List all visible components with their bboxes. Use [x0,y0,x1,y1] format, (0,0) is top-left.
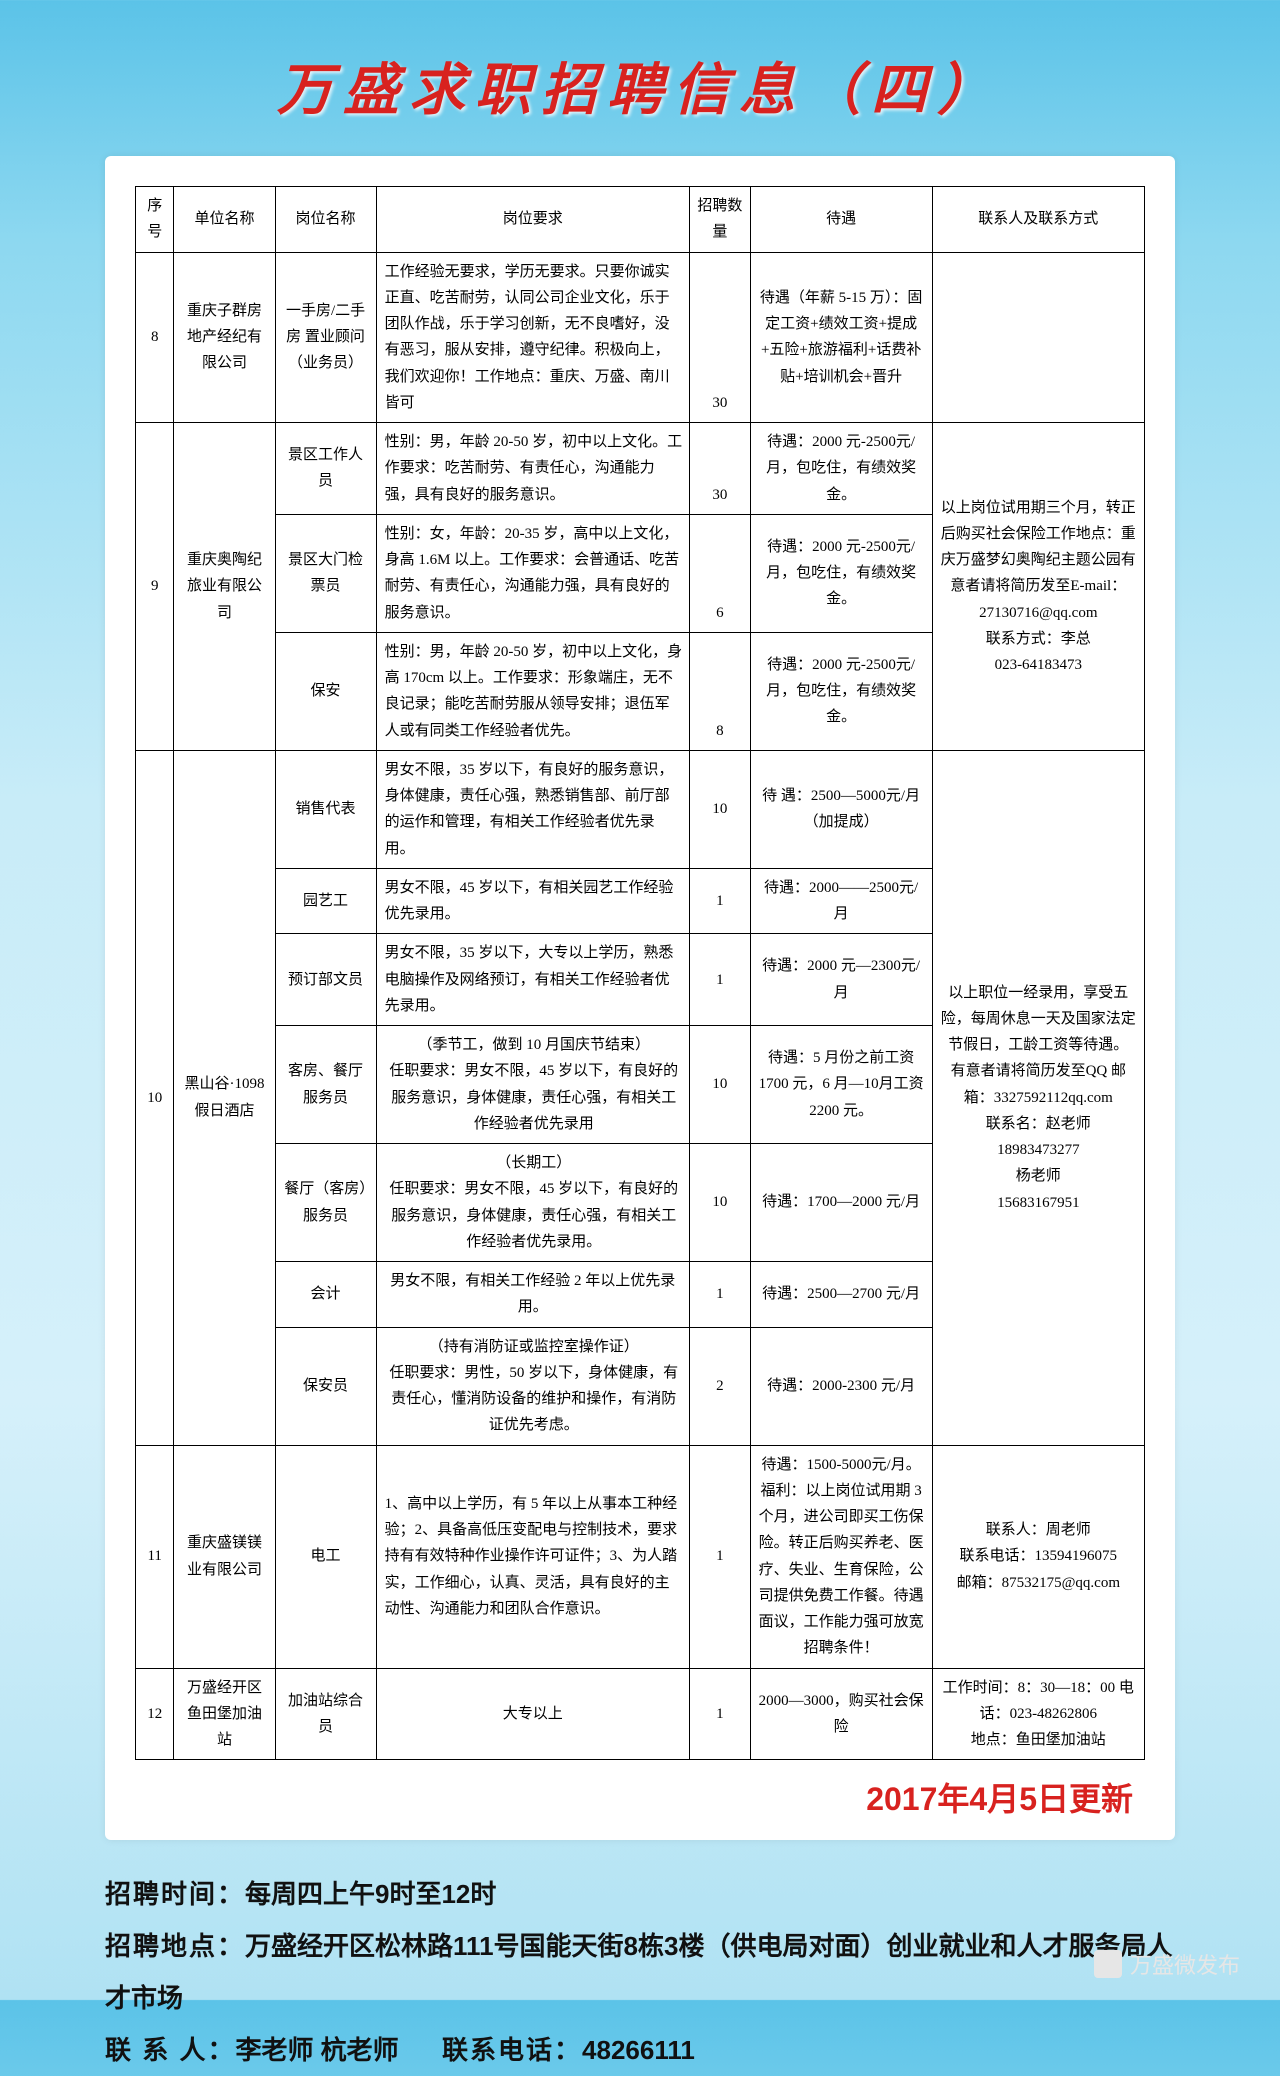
th-requirement: 岗位要求 [376,187,689,253]
table-row: 8 重庆子群房地产经纪有限公司 一手房/二手房 置业顾问（业务员） 工作经验无要… [136,252,1145,423]
cell-seq: 8 [136,252,174,423]
cell-position: 餐厅（客房）服务员 [275,1144,376,1262]
cell-pay: 待遇：2500—2700 元/月 [750,1262,932,1328]
cell-pay: 待遇：2000 元-2500元/月，包吃住，有绩效奖金。 [750,632,932,750]
cell-pay: 待遇：1700—2000 元/月 [750,1144,932,1262]
cell-pay: 待遇：2000 元—2300元/月 [750,934,932,1026]
cell-number: 1 [690,1445,751,1668]
cell-seq: 10 [136,750,174,1445]
cell-number: 8 [690,632,751,750]
cell-contact [932,252,1144,423]
cell-number: 1 [690,1668,751,1760]
cell-position: 景区大门检票员 [275,514,376,632]
footer-address-label: 招聘地点： [105,1931,245,1961]
table-row: 10 黑山谷·1098 假日酒店 销售代表 男女不限，35 岁以下，有良好的服务… [136,750,1145,868]
table-row: 9 重庆奥陶纪旅业有限公司 景区工作人员 性别：男，年龄 20-50 岁，初中以… [136,423,1145,515]
cell-number: 1 [690,934,751,1026]
cell-requirement: 工作经验无要求，学历无要求。只要你诚实正直、吃苦耐劳，认同公司企业文化，乐于团队… [376,252,689,423]
cell-position: 电工 [275,1445,376,1668]
watermark-text: 万盛微发布 [1130,1948,1240,1980]
cell-pay: 待遇：5 月份之前工资 1700 元，6 月—10月工资 2200 元。 [750,1026,932,1144]
content-panel: 序号 单位名称 岗位名称 岗位要求 招聘数量 待遇 联系人及联系方式 8 重庆子… [105,156,1175,1840]
cell-number: 10 [690,750,751,868]
cell-position: 一手房/二手房 置业顾问（业务员） [275,252,376,423]
cell-number: 30 [690,423,751,515]
cell-requirement: 性别：女，年龄：20-35 岁，高中以上文化，身高 1.6M 以上。工作要求：会… [376,514,689,632]
cell-requirement: （持有消防证或监控室操作证） 任职要求：男性，50 岁以下，身体健康，有责任心，… [376,1327,689,1445]
th-company: 单位名称 [174,187,275,253]
wechat-icon [1094,1950,1122,1978]
cell-contact: 以上职位一经录用，享受五险，每周休息一天及国家法定节假日，工龄工资等待遇。 有意… [932,750,1144,1445]
cell-pay: 待遇：2000——2500元/月 [750,868,932,934]
cell-company: 重庆奥陶纪旅业有限公司 [174,423,275,751]
cell-number: 1 [690,1262,751,1328]
cell-requirement: 男女不限，35 岁以下，大专以上学历，熟悉电脑操作及网络预订，有相关工作经验者优… [376,934,689,1026]
cell-requirement: 1、高中以上学历，有 5 年以上从事本工种经验；2、具备高低压变配电与控制技术，… [376,1445,689,1668]
cell-position: 客房、餐厅服务员 [275,1026,376,1144]
cell-pay: 待遇：2000-2300 元/月 [750,1327,932,1445]
cell-requirement: 男女不限，有相关工作经验 2 年以上优先录用。 [376,1262,689,1328]
footer-line-contact: 联 系 人：李老师 杭老师 联系电话：48266111 [105,2024,1175,2076]
cell-company: 重庆子群房地产经纪有限公司 [174,252,275,423]
th-contact: 联系人及联系方式 [932,187,1144,253]
cell-requirement: 性别：男，年龄 20-50 岁，初中以上文化，身高 170cm 以上。工作要求：… [376,632,689,750]
cell-pay: 待遇：1500-5000元/月。福利：以上岗位试用期 3 个月，进公司即买工伤保… [750,1445,932,1668]
job-table: 序号 单位名称 岗位名称 岗位要求 招聘数量 待遇 联系人及联系方式 8 重庆子… [135,186,1145,1760]
cell-requirement: 大专以上 [376,1668,689,1760]
th-position: 岗位名称 [275,187,376,253]
footer-line-time: 招聘时间：每周四上午9时至12时 [105,1868,1175,1920]
cell-requirement: 性别：男，年龄 20-50 岁，初中以上文化。工作要求：吃苦耐劳、有责任心，沟通… [376,423,689,515]
table-row: 12 万盛经开区鱼田堡加油站 加油站综合员 大专以上 1 2000—3000，购… [136,1668,1145,1760]
cell-contact: 联系人：周老师 联系电话：13594196075 邮箱：87532175@qq.… [932,1445,1144,1668]
cell-number: 1 [690,868,751,934]
table-row: 11 重庆盛镁镁业有限公司 电工 1、高中以上学历，有 5 年以上从事本工种经验… [136,1445,1145,1668]
cell-position: 会计 [275,1262,376,1328]
cell-position: 园艺工 [275,868,376,934]
cell-seq: 9 [136,423,174,751]
cell-pay: 待遇：2000 元-2500元/月，包吃住，有绩效奖金。 [750,514,932,632]
footer-tel-value: 48266111 [582,2035,695,2065]
cell-contact: 以上岗位试用期三个月，转正后购买社会保险工作地点：重庆万盛梦幻奥陶纪主题公园有意… [932,423,1144,751]
cell-number: 30 [690,252,751,423]
cell-seq: 11 [136,1445,174,1668]
cell-requirement: 男女不限，35 岁以下，有良好的服务意识，身体健康，责任心强，熟悉销售部、前厅部… [376,750,689,868]
cell-position: 保安员 [275,1327,376,1445]
cell-contact: 工作时间：8：30—18：00 电话：023-48262806 地点：鱼田堡加油… [932,1668,1144,1760]
cell-position: 销售代表 [275,750,376,868]
page-title: 万盛求职招聘信息（四） [0,0,1280,156]
cell-company: 万盛经开区鱼田堡加油站 [174,1668,275,1760]
footer-time-value: 每周四上午9时至12时 [245,1879,496,1909]
th-seq: 序号 [136,187,174,253]
cell-pay: 待遇（年薪 5-15 万）：固定工资+绩效工资+提成+五险+旅游福利+话费补贴+… [750,252,932,423]
cell-requirement: （季节工，做到 10 月国庆节结束） 任职要求：男女不限，45 岁以下，有良好的… [376,1026,689,1144]
cell-seq: 12 [136,1668,174,1760]
cell-pay: 2000—3000，购买社会保险 [750,1668,932,1760]
cell-position: 保安 [275,632,376,750]
footer-tel-label: 联系电话： [442,2035,582,2065]
cell-number: 6 [690,514,751,632]
cell-position: 加油站综合员 [275,1668,376,1760]
footer-contact-value: 李老师 杭老师 [235,2035,398,2065]
th-pay: 待遇 [750,187,932,253]
cell-requirement: （长期工） 任职要求：男女不限，45 岁以下，有良好的服务意识，身体健康，责任心… [376,1144,689,1262]
footer-contact-label: 联 系 人： [105,2035,235,2065]
footer-line-address: 招聘地点：万盛经开区松林路111号国能天街8栋3楼（供电局对面）创业就业和人才服… [105,1920,1175,2024]
footer-address-value: 万盛经开区松林路111号国能天街8栋3楼（供电局对面）创业就业和人才服务局人才市… [105,1931,1172,2013]
cell-company: 黑山谷·1098 假日酒店 [174,750,275,1445]
footer-time-label: 招聘时间： [105,1879,245,1909]
cell-pay: 待遇：2000 元-2500元/月，包吃住，有绩效奖金。 [750,423,932,515]
cell-position: 景区工作人员 [275,423,376,515]
cell-pay: 待 遇：2500—5000元/月（加提成） [750,750,932,868]
footer-info: 招聘时间：每周四上午9时至12时 招聘地点：万盛经开区松林路111号国能天街8栋… [105,1868,1175,2076]
cell-number: 10 [690,1026,751,1144]
cell-position: 预订部文员 [275,934,376,1026]
watermark: 万盛微发布 [1094,1948,1240,1980]
table-header-row: 序号 单位名称 岗位名称 岗位要求 招聘数量 待遇 联系人及联系方式 [136,187,1145,253]
th-number: 招聘数量 [690,187,751,253]
cell-requirement: 男女不限，45 岁以下，有相关园艺工作经验优先录用。 [376,868,689,934]
cell-company: 重庆盛镁镁业有限公司 [174,1445,275,1668]
cell-number: 10 [690,1144,751,1262]
cell-number: 2 [690,1327,751,1445]
update-date: 2017年4月5日更新 [135,1774,1133,1820]
